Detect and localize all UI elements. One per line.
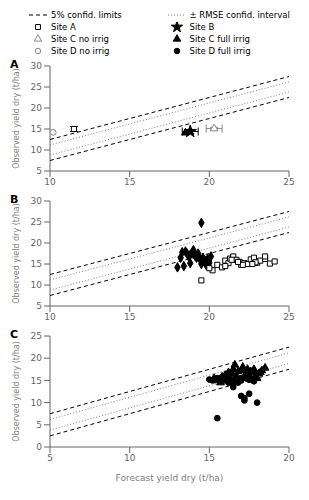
svg-text:20: 20: [283, 453, 295, 463]
svg-text:10: 10: [31, 145, 43, 155]
svg-text:Observed yield dry (t/ha): Observed yield dry (t/ha): [12, 68, 21, 168]
svg-text:25: 25: [283, 312, 294, 322]
svg-text:25: 25: [31, 82, 42, 92]
svg-text:30: 30: [31, 196, 43, 206]
svg-text:10: 10: [44, 177, 56, 187]
svg-text:10: 10: [31, 280, 43, 290]
html-text:Site C no irrig: Site C no irrig: [51, 34, 109, 44]
html-text:C: C: [10, 328, 19, 341]
svg-text:5: 5: [36, 166, 42, 176]
html-text:Site C full irrig: Site C full irrig: [189, 34, 250, 44]
html-text:Site D full irrig: Site D full irrig: [189, 46, 251, 56]
svg-text:20: 20: [204, 177, 216, 187]
svg-text:5: 5: [36, 420, 42, 430]
html-text:Site A: Site A: [51, 22, 76, 32]
html-text:A: A: [10, 58, 19, 71]
svg-text:0: 0: [36, 442, 42, 452]
svg-text:20: 20: [31, 238, 43, 248]
svg-text:10: 10: [31, 398, 43, 408]
svg-text:25: 25: [31, 217, 42, 227]
html-text:Site B: Site B: [189, 22, 215, 32]
svg-text:20: 20: [31, 103, 43, 113]
svg-text:Observed yield dry (t/ha): Observed yield dry (t/ha): [12, 341, 21, 441]
svg-text:15: 15: [31, 124, 42, 134]
svg-text:15: 15: [31, 259, 42, 269]
svg-text:20: 20: [31, 353, 43, 363]
svg-text:15: 15: [204, 453, 215, 463]
svg-text:15: 15: [31, 376, 42, 386]
svg-text:15: 15: [124, 312, 135, 322]
svg-text:20: 20: [204, 312, 216, 322]
svg-text:30: 30: [31, 61, 43, 71]
svg-text:Observed yield dry (t/ha): Observed yield dry (t/ha): [12, 203, 21, 303]
svg-text:10: 10: [124, 453, 136, 463]
svg-text:Forecast yield dry (t/ha): Forecast yield dry (t/ha): [116, 473, 224, 483]
svg-text:5: 5: [36, 301, 42, 311]
svg-text:15: 15: [124, 177, 135, 187]
svg-text:5: 5: [47, 453, 53, 463]
html-text:Site D no irrig: Site D no irrig: [51, 46, 110, 56]
html-text:± RMSE confid. interval: ± RMSE confid. interval: [189, 10, 290, 20]
html-text:5% confid. limits: 5% confid. limits: [51, 10, 122, 20]
svg-text:25: 25: [283, 177, 294, 187]
svg-text:10: 10: [44, 312, 56, 322]
html-text:B: B: [10, 193, 19, 206]
svg-text:25: 25: [31, 331, 42, 341]
